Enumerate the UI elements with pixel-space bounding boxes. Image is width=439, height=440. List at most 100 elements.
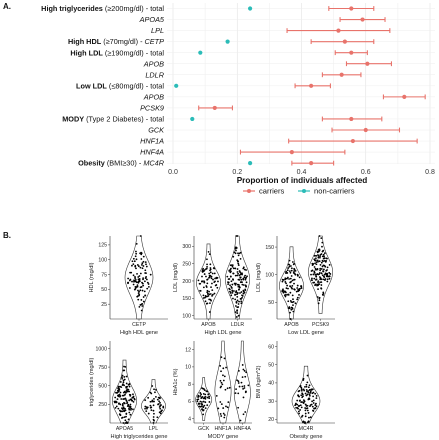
data-point [228,278,231,280]
data-point [236,299,239,302]
data-point [299,287,301,290]
data-point [310,273,312,276]
data-point [136,264,139,266]
data-point [208,311,211,313]
data-point [122,391,125,394]
data-point [298,294,300,296]
data-point [302,421,304,424]
data-point [145,410,148,413]
data-point [291,284,294,287]
data-point [152,422,155,424]
data-point [321,241,324,244]
data-point [123,376,126,378]
data-point [325,259,328,262]
data-point [221,383,224,386]
category-label: LPL [149,426,158,432]
data-point [318,296,321,299]
data-point [133,260,136,263]
data-point [246,275,248,278]
data-point [204,300,207,303]
legend-carriers-label: carriers [259,187,285,196]
data-point [244,288,247,291]
data-point [139,289,142,292]
data-point [233,282,236,285]
data-point [206,266,208,268]
data-point [306,374,309,377]
row-label: High HDL (≥70mg/dl) - CETP [68,37,164,46]
data-point [222,374,224,377]
data-point [117,407,120,410]
data-point [121,384,124,387]
y-tick-label: 300 [182,244,191,250]
data-point [140,303,143,306]
data-point [285,287,288,290]
data-point [135,250,137,253]
data-point [286,284,289,287]
y-tick-label: 500 [98,384,107,390]
data-point [135,242,138,245]
data-point [242,278,245,281]
data-point [209,293,212,295]
data-point [201,270,204,273]
data-point [220,370,222,373]
row-label-part: (≥190mg/dl) - total [103,48,165,57]
y-tick-label: 100 [182,313,191,319]
data-point [241,385,244,388]
data-point [284,295,287,298]
data-point [200,393,203,396]
data-point [211,282,213,285]
data-point [199,395,202,397]
data-point [144,407,146,410]
data-point [134,255,137,258]
data-point [314,283,317,286]
data-point [300,416,303,418]
data-point [136,285,139,288]
data-point [236,291,239,294]
data-point [199,282,202,285]
data-point [239,292,241,294]
data-point [231,264,234,267]
y-tick-label: 100 [265,273,274,279]
row-label: APOA5 [139,15,165,24]
carrier-point [212,105,217,111]
violin-shape [308,235,333,314]
data-point [216,277,219,279]
violin-shape [112,359,137,424]
data-point [134,264,137,267]
data-point [157,403,159,406]
data-point [317,302,320,305]
carrier-point [402,94,407,99]
data-point [142,300,145,303]
data-point [133,279,135,282]
data-point [289,318,292,320]
data-point [115,401,118,403]
data-point [321,274,324,277]
data-point [147,283,150,285]
data-point [125,413,128,415]
data-point [223,357,226,360]
data-point [292,298,294,301]
data-point [209,274,212,277]
data-point [323,252,326,255]
data-point [309,404,312,406]
data-point [119,381,122,383]
data-point [315,402,317,405]
data-point [297,410,300,413]
data-point [129,405,132,408]
data-point [237,252,239,255]
carrier-point [309,161,314,166]
data-point [316,273,319,275]
data-point [234,298,237,301]
data-point [236,274,239,277]
row-label-part: HNF1A [140,137,164,146]
data-point [240,302,243,305]
data-point [141,305,144,307]
data-point [206,396,209,399]
data-point [209,267,212,269]
data-point [142,284,145,287]
data-point [225,405,227,408]
data-point [306,409,309,412]
data-point [124,366,127,368]
data-point [121,404,124,406]
carrier-point [349,116,354,122]
